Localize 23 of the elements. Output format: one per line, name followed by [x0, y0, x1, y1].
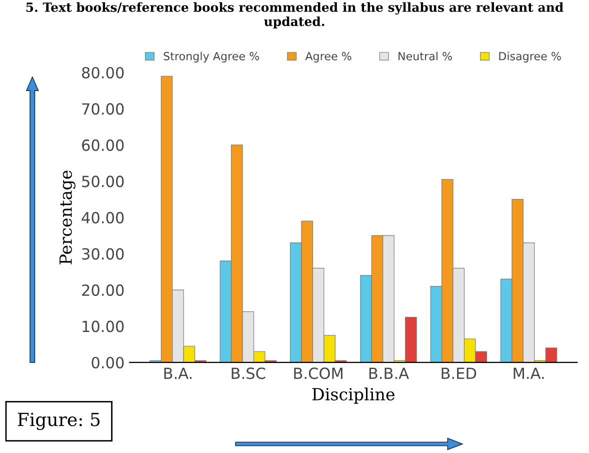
- y-tick-label: 20.00: [82, 284, 124, 296]
- text: Figure: 5: [18, 412, 100, 430]
- y-axis-title: Percentage: [60, 170, 76, 264]
- x-tick-label: B.COM: [294, 368, 342, 380]
- legend-label: Strongly Agree %: [164, 52, 260, 62]
- y-tick-label: 80.00: [82, 66, 124, 78]
- x-tick-label: B.A.: [164, 368, 192, 379]
- y-tick-label: 70.00: [82, 103, 124, 115]
- x-axis-title: Discipline: [312, 388, 394, 404]
- x-tick-label: B.ED: [442, 368, 476, 379]
- x-tick-label: B.B.A: [369, 368, 409, 379]
- y-tick-label: 50.00: [82, 176, 124, 188]
- y-tick-label: 30.00: [82, 248, 124, 260]
- y-tick-label: 60.00: [82, 139, 124, 151]
- legend-label: Neutral %: [398, 52, 452, 60]
- legend-label: Agree %: [305, 52, 352, 62]
- x-tick-label: B.SC: [232, 368, 266, 380]
- chart-title: 5. Text books/reference books recommended in the syllabus are relevant and updated.: [26, 2, 564, 29]
- y-tick-label: 10.00: [82, 320, 124, 332]
- legend-label: Disagree %: [499, 52, 561, 62]
- y-tick-label: 40.00: [82, 212, 124, 224]
- x-tick-label: M.A.: [514, 368, 544, 379]
- y-tick-label: 0.00: [92, 356, 124, 368]
